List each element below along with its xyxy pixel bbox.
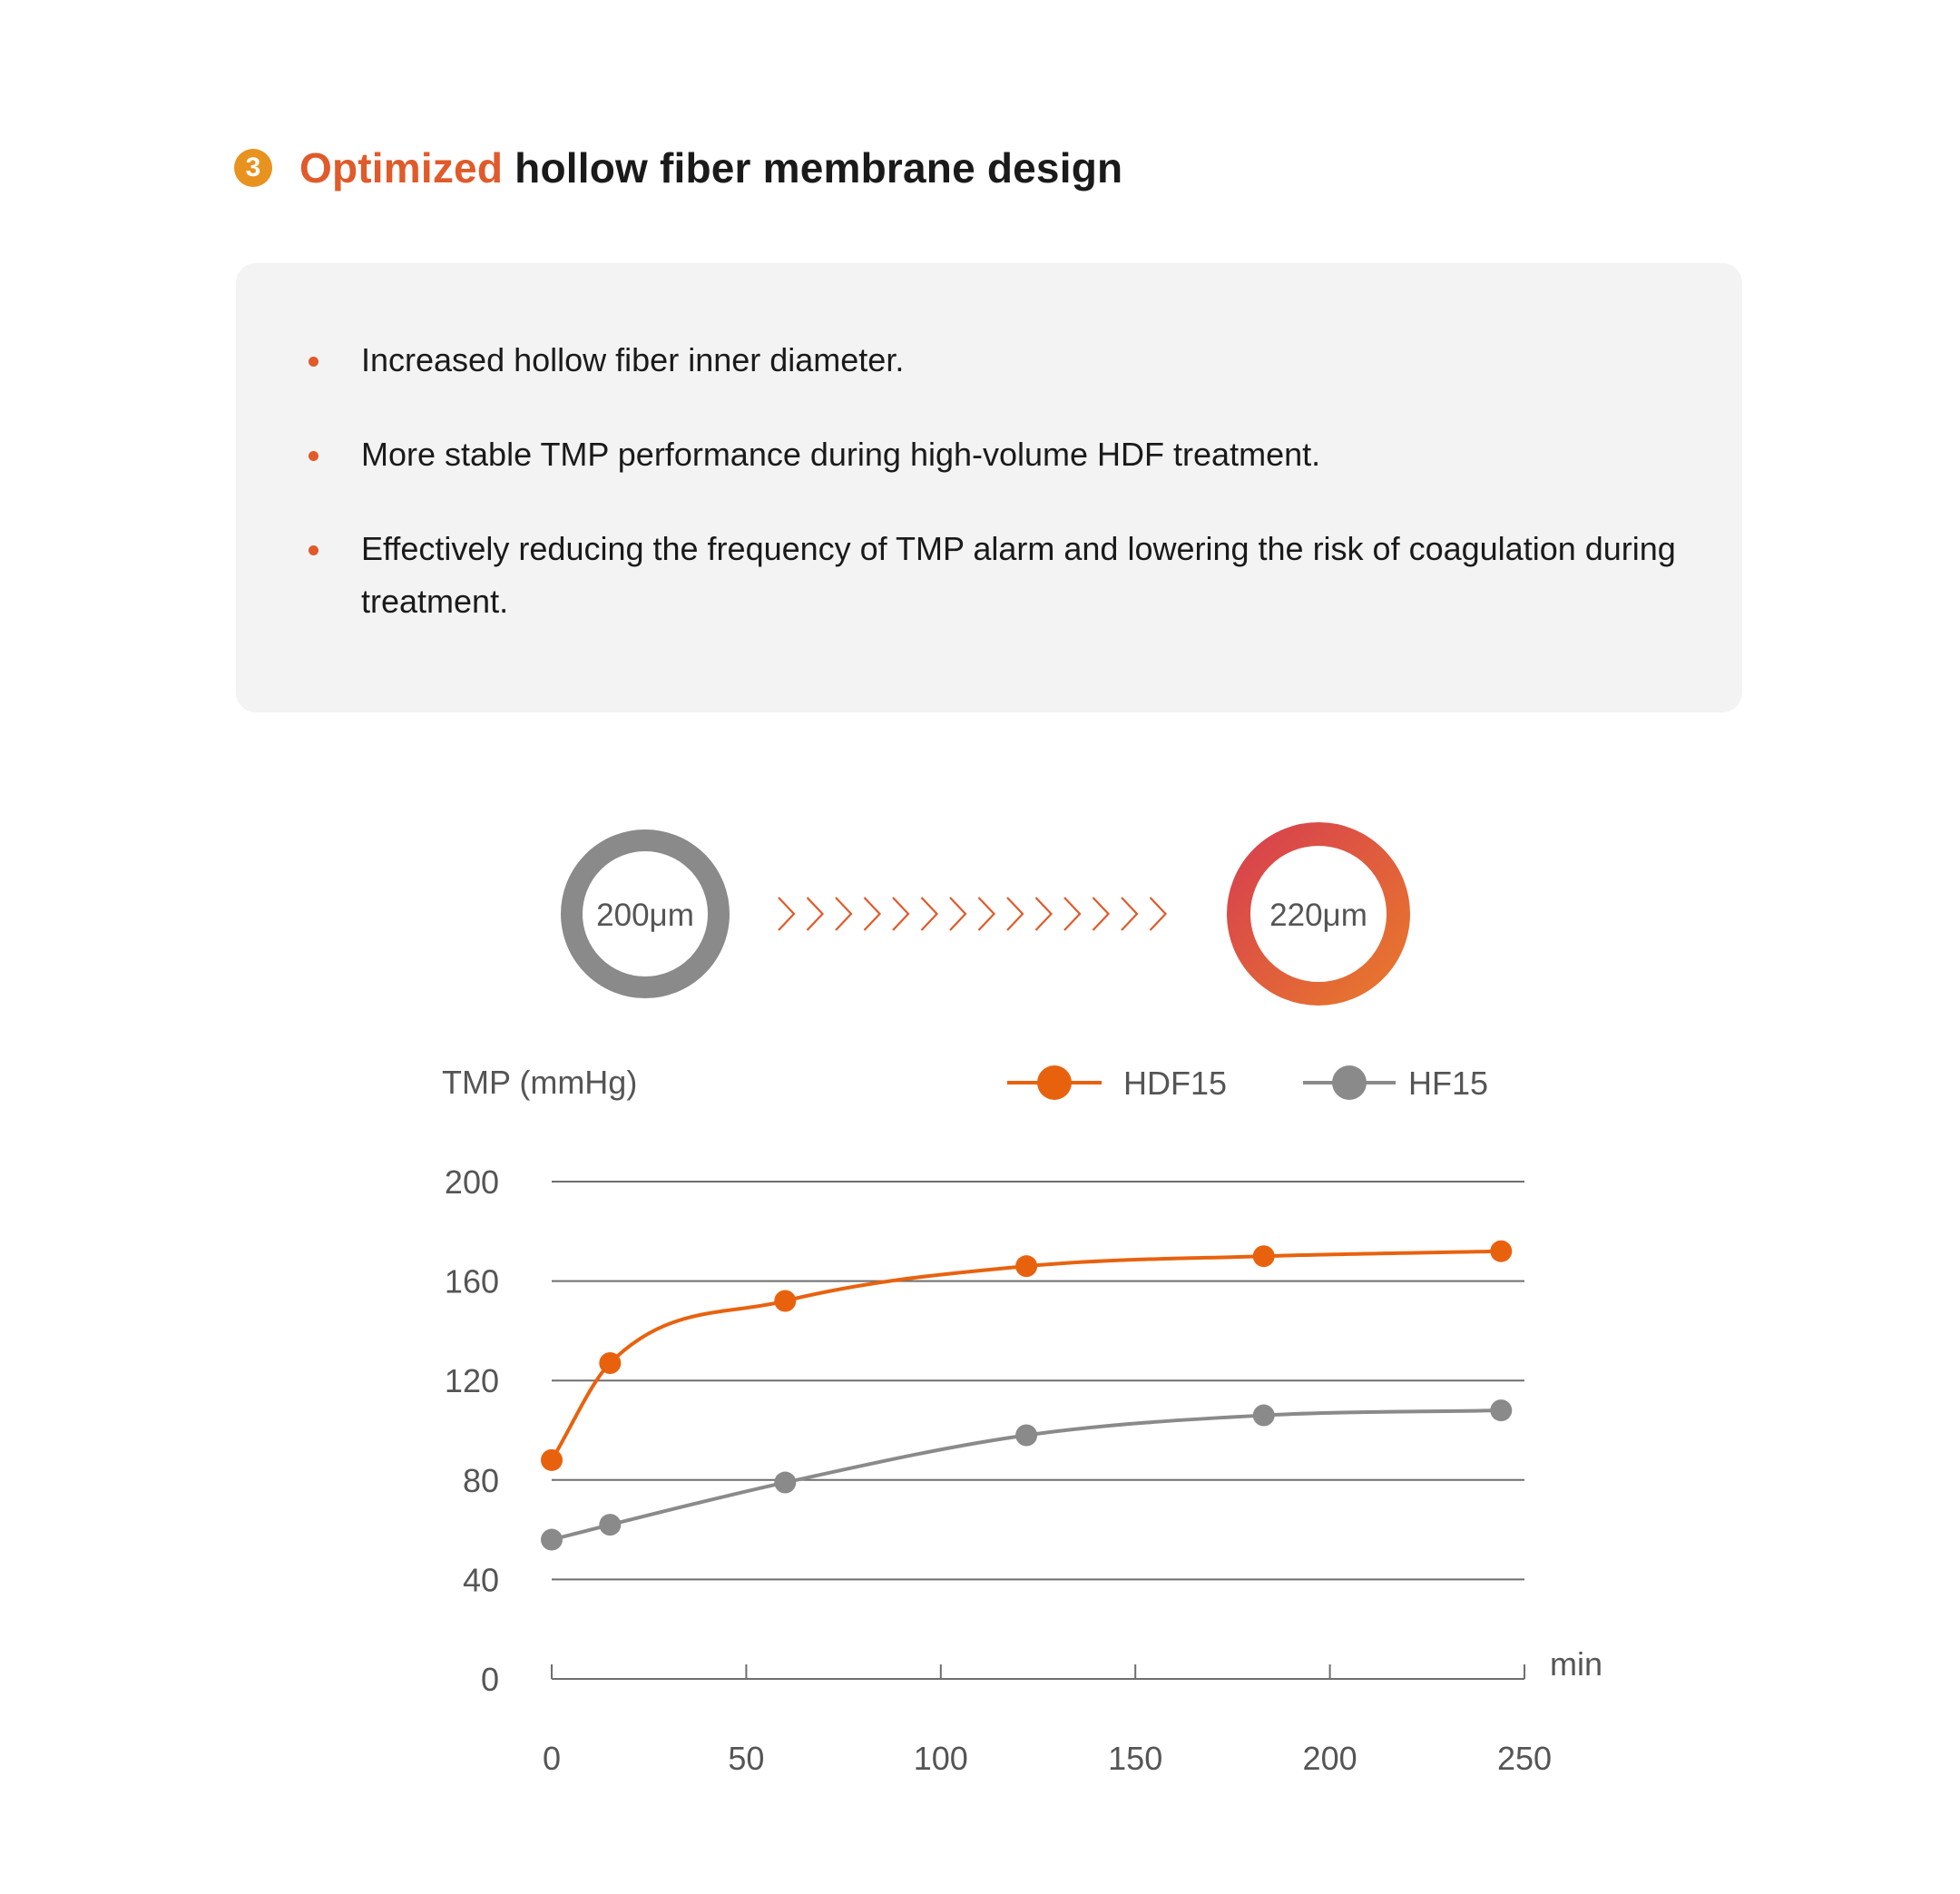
y-tick-label: 160 — [445, 1263, 499, 1300]
chevron-mark — [1149, 897, 1168, 931]
chevron-arrows-icon — [778, 897, 1168, 931]
x-tick-label: 250 — [1497, 1740, 1552, 1777]
x-tick-label: 50 — [728, 1740, 764, 1777]
legend-marker-hf15 — [1332, 1065, 1367, 1100]
title-rest: hollow fiber membrane design — [514, 144, 1123, 191]
fiber-ring-after-label: 220μm — [1269, 898, 1367, 933]
fiber-diameter-comparison: 200μm 220μm — [561, 822, 1410, 1006]
chevron-mark — [949, 897, 967, 931]
chevron-mark — [920, 897, 939, 931]
x-tick-label: 150 — [1108, 1740, 1162, 1777]
fiber-ring-before-label: 200μm — [596, 898, 694, 933]
x-tick-label: 0 — [543, 1740, 561, 1777]
feature-item: Effectively reducing the frequency of TM… — [309, 523, 1688, 628]
chevron-mark — [1092, 897, 1111, 931]
data-point-hf15 — [1490, 1399, 1513, 1422]
data-point-hf15 — [1252, 1404, 1275, 1427]
title-accent-word: Optimized — [299, 144, 504, 191]
chart-legend: HDF15 HF15 — [1007, 1065, 1488, 1102]
x-axis-label: min — [1550, 1645, 1602, 1683]
feature-panel: Increased hollow fiber inner diameter. M… — [236, 263, 1742, 712]
data-point-hdf15 — [541, 1448, 563, 1471]
chevron-mark — [1121, 897, 1139, 931]
chevron-mark — [778, 897, 796, 931]
series-line-hf15 — [551, 1408, 1502, 1542]
chevron-mark — [977, 897, 996, 931]
y-tick-label: 80 — [463, 1462, 499, 1499]
data-point-hdf15 — [1015, 1255, 1038, 1278]
chart-series — [541, 1240, 1513, 1551]
data-point-hdf15 — [774, 1290, 797, 1312]
chevron-mark — [1063, 897, 1082, 931]
tmp-line-chart: TMP (mmHg) HDF15 HF15 0 40 80 120 160 200 0 50… — [442, 1064, 1602, 1777]
data-point-hf15 — [541, 1528, 563, 1551]
feature-list: Increased hollow fiber inner diameter. M… — [309, 334, 1688, 670]
legend-item-hf15: HF15 — [1303, 1065, 1488, 1102]
legend-label-hdf15: HDF15 — [1123, 1065, 1227, 1102]
y-axis-label: TMP (mmHg) — [442, 1064, 637, 1101]
step-number-badge: 3 — [234, 149, 272, 187]
chevron-mark — [1006, 897, 1024, 931]
legend-item-hdf15: HDF15 — [1007, 1065, 1227, 1102]
x-axis: 0 50 100 150 200 250 — [543, 1664, 1552, 1777]
data-point-hf15 — [774, 1471, 797, 1494]
feature-item: Increased hollow fiber inner diameter. — [309, 334, 1688, 387]
y-tick-label: 200 — [445, 1163, 499, 1201]
legend-label-hf15: HF15 — [1408, 1065, 1488, 1102]
chevron-mark — [892, 897, 910, 931]
y-axis-ticks: 0 40 80 120 160 200 — [445, 1163, 499, 1698]
y-tick-label: 120 — [445, 1362, 499, 1399]
chevron-mark — [806, 897, 825, 931]
fiber-ring-before — [561, 829, 730, 998]
x-tick-label: 200 — [1303, 1740, 1357, 1777]
feature-item: More stable TMP performance during high-… — [309, 428, 1688, 481]
fiber-ring-after — [1227, 822, 1410, 1006]
data-point-hdf15 — [599, 1352, 622, 1375]
data-point-hdf15 — [1252, 1245, 1275, 1268]
chart-grid — [552, 1181, 1524, 1581]
chevron-mark — [863, 897, 882, 931]
y-tick-label: 0 — [481, 1661, 499, 1698]
data-point-hf15 — [599, 1514, 622, 1536]
chevron-mark — [835, 897, 853, 931]
chevron-mark — [1034, 897, 1054, 931]
x-tick-label: 100 — [914, 1740, 968, 1777]
y-tick-label: 40 — [463, 1561, 499, 1598]
data-point-hdf15 — [1490, 1240, 1513, 1262]
legend-marker-hdf15 — [1037, 1065, 1072, 1100]
section-heading: 3 Optimized hollow fiber membrane design — [234, 136, 1122, 200]
section-title: Optimized hollow fiber membrane design — [299, 143, 1122, 192]
data-point-hf15 — [1015, 1424, 1038, 1447]
